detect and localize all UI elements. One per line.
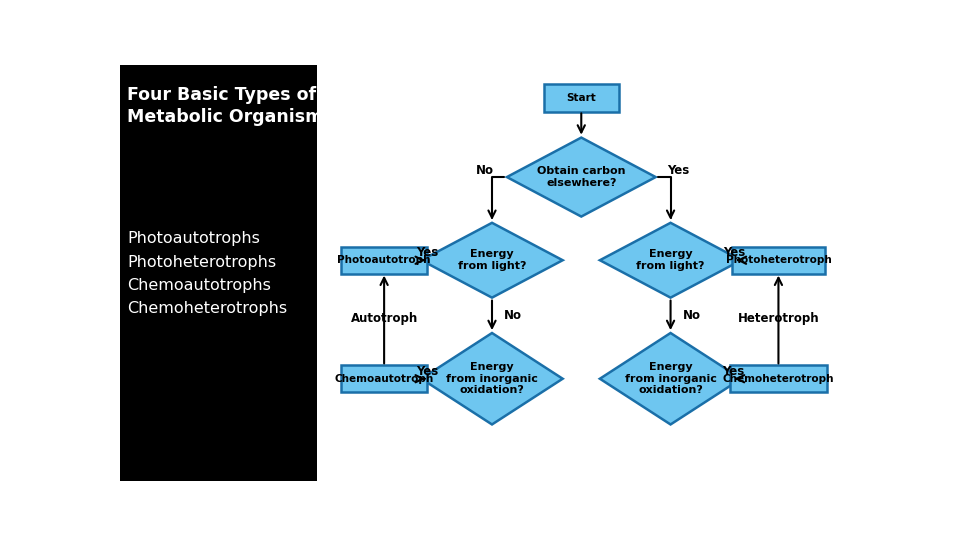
Text: Energy
from light?: Energy from light? (636, 249, 705, 271)
Text: Start: Start (566, 93, 596, 103)
Polygon shape (600, 333, 741, 424)
Text: Energy
from inorganic
oxidation?: Energy from inorganic oxidation? (446, 362, 538, 395)
Polygon shape (421, 223, 563, 298)
FancyBboxPatch shape (341, 365, 427, 393)
Text: Yes: Yes (416, 364, 438, 378)
Text: Energy
from inorganic
oxidation?: Energy from inorganic oxidation? (625, 362, 716, 395)
Text: Yes: Yes (723, 246, 745, 259)
Text: Obtain carbon
elsewhere?: Obtain carbon elsewhere? (537, 166, 626, 188)
FancyBboxPatch shape (730, 365, 828, 393)
Text: Autotroph: Autotroph (350, 312, 418, 325)
Text: Heterotroph: Heterotroph (737, 312, 819, 325)
Text: No: No (683, 309, 701, 322)
FancyBboxPatch shape (543, 84, 619, 112)
Text: No: No (475, 164, 493, 177)
FancyBboxPatch shape (120, 65, 317, 481)
Text: Yes: Yes (722, 364, 744, 378)
FancyBboxPatch shape (732, 246, 826, 274)
Text: Energy
from light?: Energy from light? (458, 249, 526, 271)
Text: Yes: Yes (667, 164, 689, 177)
Text: No: No (504, 309, 522, 322)
Text: Four Basic Types of
Metabolic Organisms:: Four Basic Types of Metabolic Organisms: (128, 85, 341, 126)
Polygon shape (507, 138, 656, 217)
Polygon shape (421, 333, 563, 424)
Text: Chemoheterotroph: Chemoheterotroph (723, 374, 834, 384)
Text: Chemoautotroph: Chemoautotroph (334, 374, 434, 384)
Text: Photoautotroph: Photoautotroph (337, 255, 431, 265)
FancyBboxPatch shape (341, 246, 427, 274)
Text: Photoautotrophs
Photoheterotrophs
Chemoautotrophs
Chemoheterotrophs: Photoautotrophs Photoheterotrophs Chemoa… (128, 231, 288, 316)
Text: Photoheterotroph: Photoheterotroph (726, 255, 831, 265)
Text: Yes: Yes (416, 246, 438, 259)
Polygon shape (600, 223, 741, 298)
